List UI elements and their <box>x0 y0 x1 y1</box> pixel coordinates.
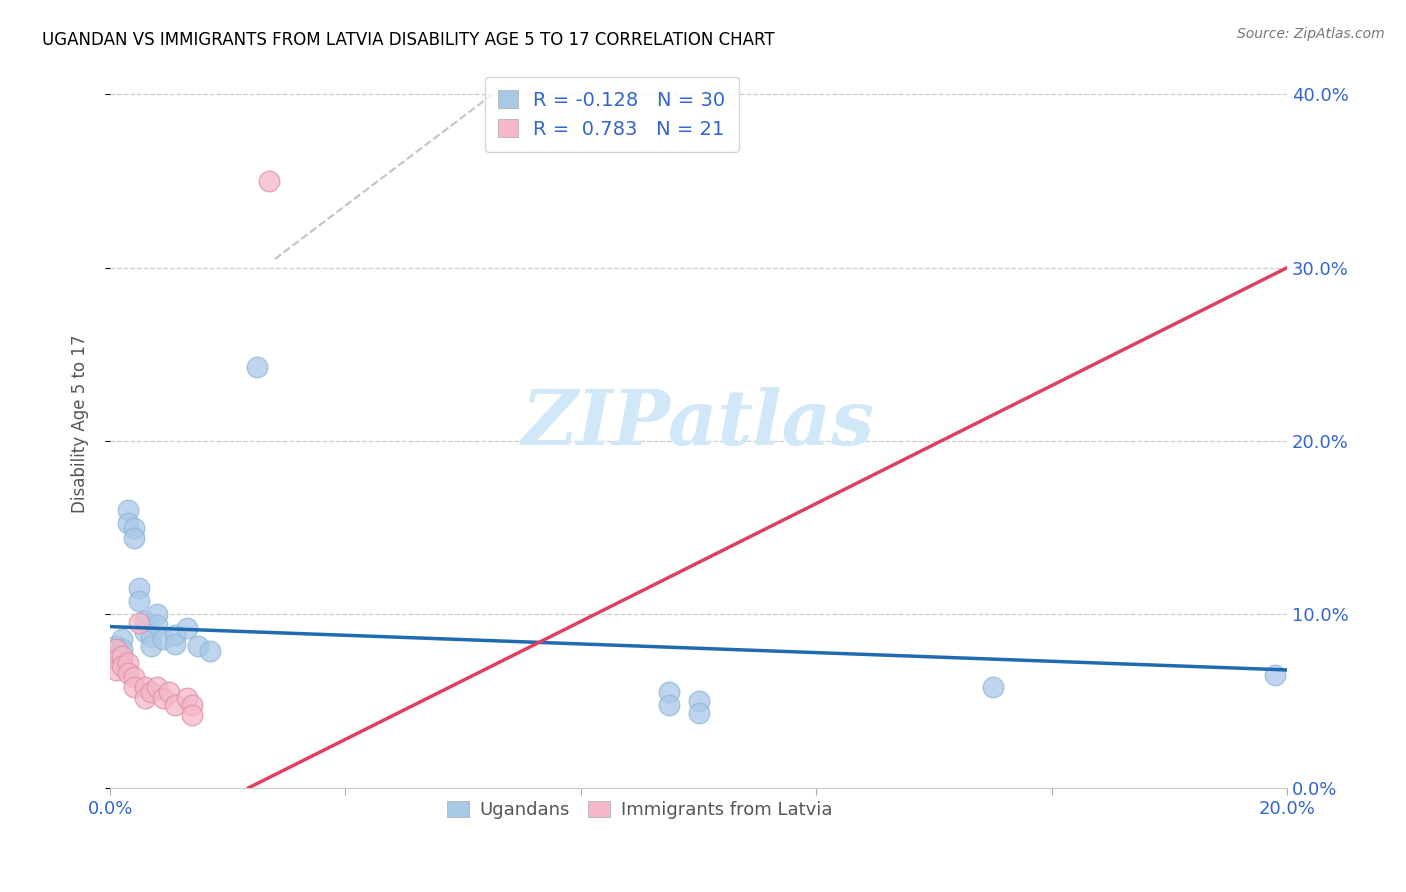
Point <box>122 681 145 695</box>
Point <box>134 615 156 629</box>
Point <box>163 628 186 642</box>
Point <box>257 174 280 188</box>
Point <box>122 531 145 545</box>
Point <box>111 632 134 646</box>
Point <box>111 652 134 666</box>
Point <box>128 582 150 596</box>
Point <box>141 639 163 653</box>
Point <box>658 685 681 699</box>
Point <box>122 521 145 535</box>
Point <box>117 503 139 517</box>
Point <box>141 630 163 644</box>
Y-axis label: Disability Age 5 to 17: Disability Age 5 to 17 <box>72 334 89 513</box>
Point <box>146 618 169 632</box>
Point <box>128 616 150 631</box>
Point <box>104 663 127 677</box>
Point <box>134 690 156 705</box>
Point <box>152 632 174 646</box>
Point <box>104 639 127 653</box>
Point <box>198 644 221 658</box>
Point <box>688 694 710 708</box>
Point <box>117 656 139 670</box>
Point <box>658 698 681 712</box>
Point <box>128 593 150 607</box>
Point <box>152 690 174 705</box>
Text: ZIPatlas: ZIPatlas <box>522 387 875 461</box>
Point <box>163 637 186 651</box>
Point <box>117 666 139 681</box>
Point <box>181 708 204 723</box>
Point <box>181 698 204 712</box>
Point <box>1264 668 1286 682</box>
Point <box>146 681 169 695</box>
Point <box>122 670 145 684</box>
Point <box>176 690 198 705</box>
Point <box>246 359 269 374</box>
Text: UGANDAN VS IMMIGRANTS FROM LATVIA DISABILITY AGE 5 TO 17 CORRELATION CHART: UGANDAN VS IMMIGRANTS FROM LATVIA DISABI… <box>42 31 775 49</box>
Point <box>134 624 156 639</box>
Point <box>981 681 1004 695</box>
Point <box>134 681 156 695</box>
Point <box>187 639 209 653</box>
Point <box>157 685 180 699</box>
Point <box>104 652 127 666</box>
Point <box>688 706 710 721</box>
Point <box>176 621 198 635</box>
Point <box>141 685 163 699</box>
Point <box>163 698 186 712</box>
Legend: Ugandans, Immigrants from Latvia: Ugandans, Immigrants from Latvia <box>440 794 839 826</box>
Text: Source: ZipAtlas.com: Source: ZipAtlas.com <box>1237 27 1385 41</box>
Point <box>111 659 134 673</box>
Point <box>117 516 139 530</box>
Point <box>104 649 127 664</box>
Point <box>146 607 169 622</box>
Point <box>111 649 134 664</box>
Point <box>104 642 127 657</box>
Point <box>111 642 134 657</box>
